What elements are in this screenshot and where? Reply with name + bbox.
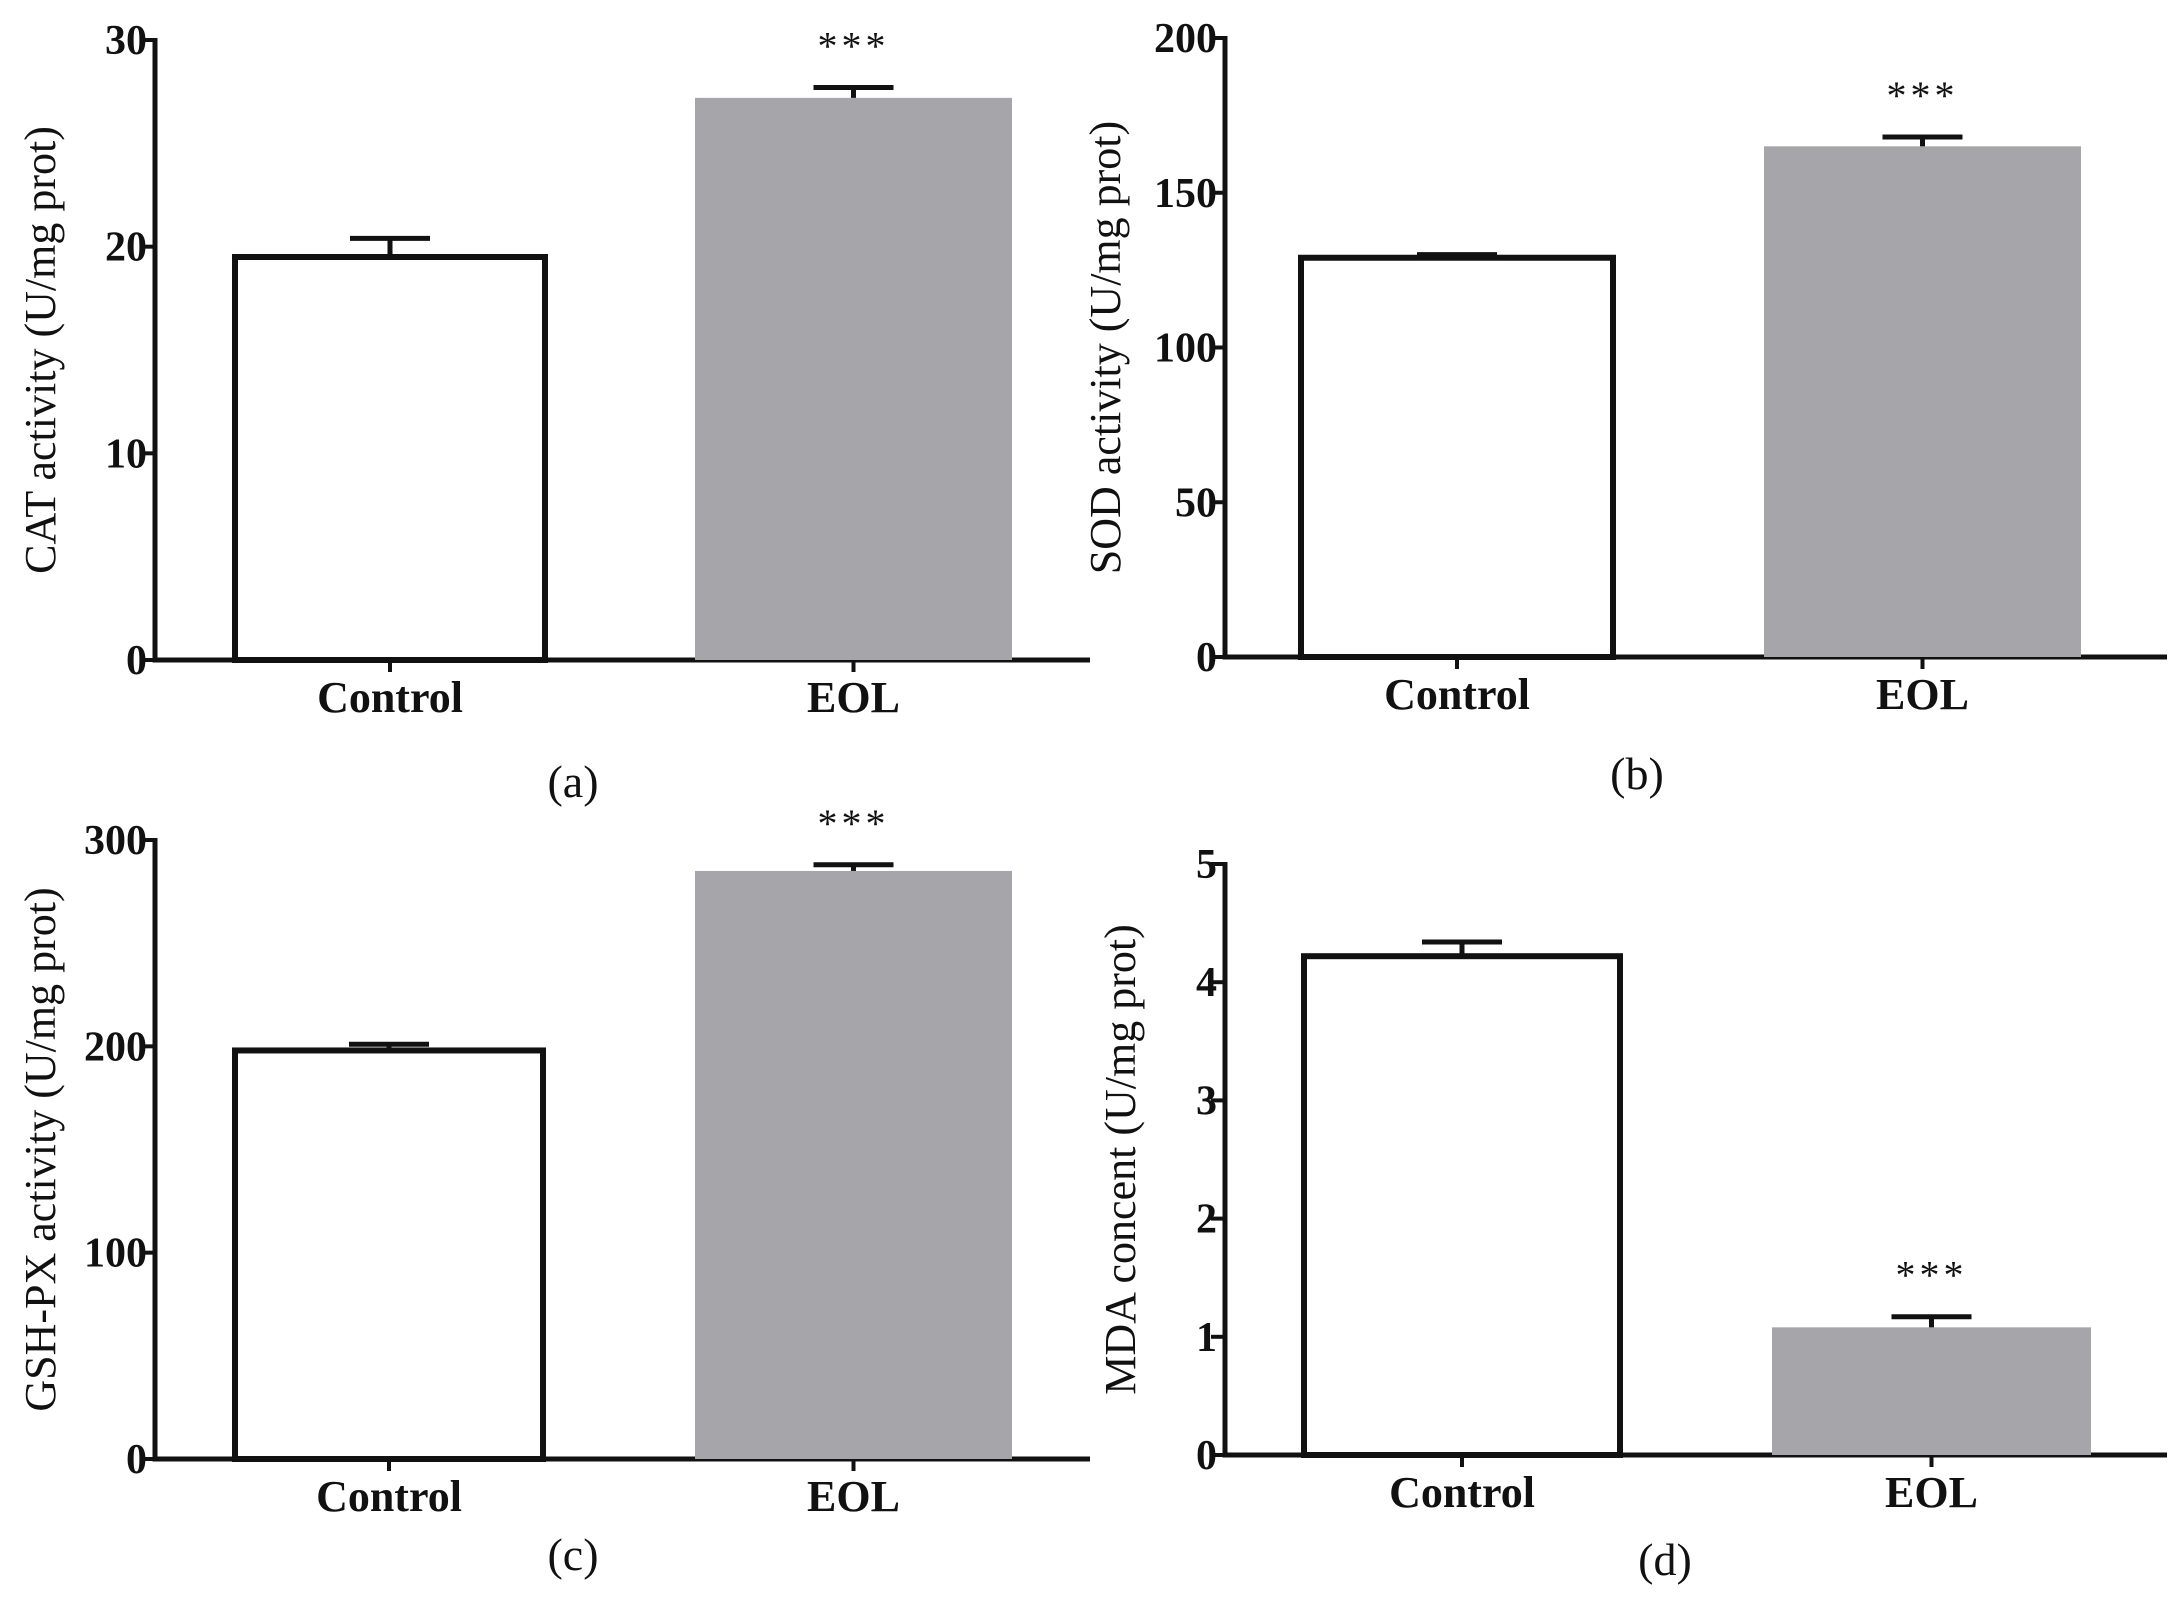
significance-marker: *** (1887, 73, 1959, 118)
y-tick-label: 200 (84, 1024, 147, 1070)
chart-panel-4: 0 1 2 3 4 5 MDA concent (U/mg prot) Control EOL *… (1096, 842, 2167, 1585)
y-axis-title: GSH-PX activity (U/mg prot) (16, 887, 65, 1411)
y-tick-label: 100 (1154, 326, 1217, 372)
chart-panel-3: 0 100 200 300 GSH-PX activity (U/mg prot) Con… (16, 801, 1090, 1580)
x-tick-label: EOL (1876, 670, 1969, 719)
y-tick-label: 2 (1196, 1197, 1217, 1243)
bar-eol (695, 97, 1012, 660)
panel-label: (d) (1638, 1534, 1692, 1585)
significance-marker: *** (818, 24, 890, 69)
bar-control (1301, 953, 1623, 1458)
y-tick-label: 3 (1196, 1078, 1217, 1124)
x-tick-label: EOL (1885, 1468, 1978, 1517)
y-tick-label: 200 (1154, 16, 1217, 62)
chart-panel-1: 0 10 20 30 CAT activity (U/mg prot) Control EO… (16, 18, 1090, 807)
x-tick-label: EOL (807, 673, 900, 722)
y-tick-label: 30 (105, 18, 147, 64)
y-tick-label: 300 (84, 818, 147, 864)
bar-eol (695, 870, 1012, 1459)
y-tick-label: 4 (1196, 960, 1217, 1006)
panel-label: (b) (1610, 748, 1664, 799)
bar-control (232, 1047, 546, 1462)
panel-label: (a) (547, 756, 598, 807)
y-axis-title: SOD activity (U/mg prot) (1081, 121, 1130, 574)
bar-control (1298, 254, 1616, 660)
y-tick-label: 0 (126, 1437, 147, 1483)
x-tick-label: EOL (807, 1472, 900, 1521)
y-axis-title: CAT activity (U/mg prot) (16, 126, 65, 574)
y-tick-label: 150 (1154, 171, 1217, 217)
x-tick-label: Control (316, 1472, 462, 1521)
y-tick-label: 0 (1196, 635, 1217, 681)
y-tick-label: 1 (1196, 1315, 1217, 1361)
significance-marker: *** (818, 801, 890, 846)
significance-marker: *** (1896, 1253, 1968, 1298)
y-axis-title: MDA concent (U/mg prot) (1096, 924, 1145, 1394)
chart-panel-2: 0 50 100 150 200 SOD activity (U/mg prot) Cont… (1081, 16, 2167, 799)
y-tick-label: 0 (1196, 1433, 1217, 1479)
y-tick-label: 0 (126, 638, 147, 684)
bar-control (232, 254, 548, 663)
bar-eol (1772, 1327, 2091, 1455)
x-tick-label: Control (1384, 670, 1530, 719)
x-tick-label: Control (317, 673, 463, 722)
y-tick-label: 50 (1175, 480, 1217, 526)
panel-label: (c) (547, 1529, 598, 1580)
y-tick-label: 10 (105, 431, 147, 477)
y-tick-label: 5 (1196, 842, 1217, 888)
y-tick-label: 100 (84, 1231, 147, 1277)
bar-eol (1764, 146, 2081, 657)
x-tick-label: Control (1389, 1468, 1535, 1517)
y-tick-label: 20 (105, 225, 147, 271)
